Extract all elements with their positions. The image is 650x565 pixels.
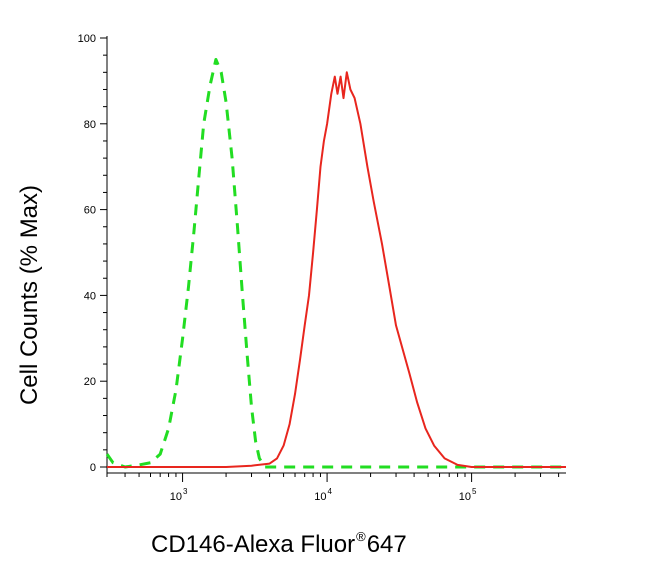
y-tick-label: 80 <box>84 119 96 131</box>
x-axis-title-suffix: 647 <box>367 531 407 558</box>
x-tick-label: 104 <box>314 487 332 503</box>
y-tick-label: 20 <box>84 376 96 388</box>
sample-histogram-line <box>107 71 566 468</box>
x-tick-label: 105 <box>459 487 477 503</box>
x-axis-title: CD146-Alexa Fluor®647 <box>151 529 407 558</box>
x-axis-title-main: CD146-Alexa Fluor <box>151 531 355 558</box>
control-histogram-line <box>105 58 566 469</box>
y-axis-title: Cell Counts (% Max) <box>16 185 43 405</box>
x-axis-ticks: 103 104 105 <box>106 473 560 503</box>
plot-area <box>105 58 566 469</box>
y-tick-label: 0 <box>90 462 96 474</box>
x-axis-title-registered-mark: ® <box>356 529 366 544</box>
y-tick-label: 60 <box>84 205 96 217</box>
y-tick-label: 40 <box>84 290 96 302</box>
y-axis-ticks: 0 20 40 60 80 100 <box>78 33 107 474</box>
y-tick-label: 100 <box>78 33 96 45</box>
x-tick-label: 103 <box>170 487 188 503</box>
